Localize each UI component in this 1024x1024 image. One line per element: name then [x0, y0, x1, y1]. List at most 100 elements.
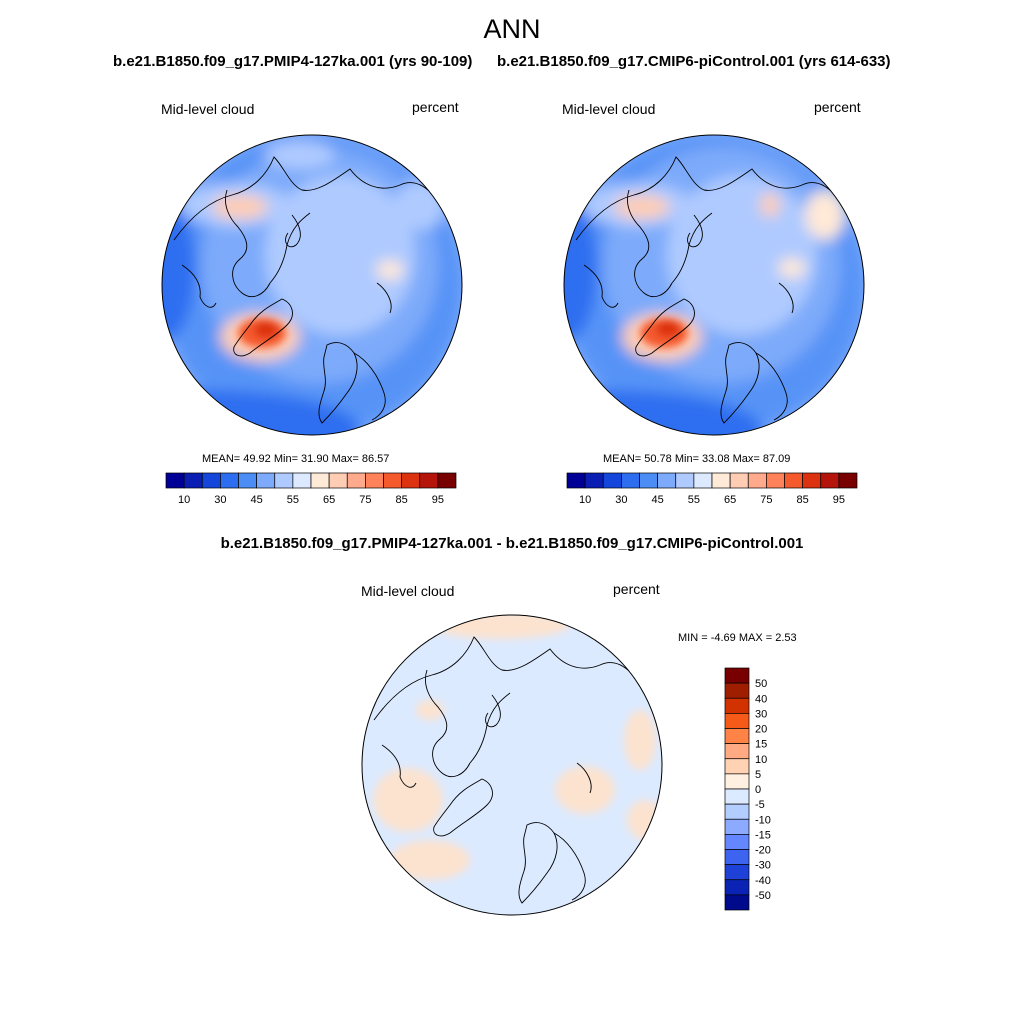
panel-2-colorbar-label: 45: [652, 494, 664, 506]
panel-1-colorbar-label: 95: [432, 494, 444, 506]
difference-variable: Mid-level cloud: [361, 583, 455, 599]
panel-1-variable: Mid-level cloud: [161, 101, 255, 117]
panel-1-colorbar-swatch: [256, 472, 276, 489]
difference-stats: MIN = -4.69 MAX = 2.53: [678, 632, 797, 644]
panel-1-title: b.e21.B1850.f09_g17.PMIP4-127ka.001 (yrs…: [113, 53, 473, 70]
difference-colorbar-swatch: [724, 743, 750, 760]
difference-colorbar-label: 30: [755, 708, 767, 720]
panel-1-colorbar-swatch: [383, 472, 402, 489]
panel-2-colorbar-swatch: [729, 472, 749, 489]
panel-2-colorbar-swatch: [657, 472, 677, 489]
difference-colorbar-swatch: [724, 788, 750, 805]
panel-2-colorbar-label: 55: [688, 494, 700, 506]
difference-colorbar-swatch: [724, 758, 750, 775]
panel-2-colorbar-swatch: [602, 472, 622, 489]
panel-1-colorbar-swatch: [220, 472, 239, 489]
panel-2-colorbar-swatch: [766, 472, 785, 489]
difference-colorbar-swatch: [724, 818, 750, 835]
panel-1-colorbar-label: 85: [396, 494, 408, 506]
difference-colorbar-swatch: [724, 713, 750, 729]
difference-colorbar-label: -5: [755, 799, 765, 811]
difference-colorbar-label: 50: [755, 678, 767, 690]
panel-2-colorbar-label: 95: [833, 494, 845, 506]
panel-2-map: [564, 135, 864, 435]
panel-1-colorbar-swatch: [328, 472, 348, 489]
panel-2-map-border: [563, 134, 865, 436]
difference-colorbar-label: -40: [755, 875, 771, 887]
panel-1-colorbar-label: 55: [287, 494, 299, 506]
panel-1-colorbar-swatch: [238, 472, 257, 489]
panel-2-variable: Mid-level cloud: [562, 101, 656, 117]
panel-1-colorbar-swatch: [346, 472, 366, 489]
panel-1-map-border: [161, 134, 463, 436]
panel-2-colorbar: 10 30 45 55 65 75 85 95: [566, 472, 858, 506]
panel-1-colorbar-swatch: [165, 472, 185, 489]
difference-colorbar-swatch: [724, 682, 750, 699]
difference-colorbar-label: -50: [755, 890, 771, 902]
difference-colorbar-label: 10: [755, 754, 767, 766]
panel-2-colorbar-label: 75: [760, 494, 772, 506]
difference-colorbar-swatch: [724, 728, 750, 744]
difference-colorbar-label: -20: [755, 845, 771, 857]
panel-2-colorbar-swatch: [566, 472, 586, 489]
difference-map-border: [361, 614, 663, 916]
panel-1-colorbar-swatch: [310, 472, 330, 489]
difference-colorbar-label: 20: [755, 724, 767, 736]
panel-2-colorbar-label: 30: [615, 494, 627, 506]
difference-colorbar-label: 5: [755, 769, 761, 781]
difference-map: [362, 615, 662, 915]
panel-2-colorbar-swatch: [675, 472, 695, 489]
panel-1-colorbar-label: 65: [323, 494, 335, 506]
panel-2-colorbar-label: 65: [724, 494, 736, 506]
difference-colorbar-swatch: [724, 667, 750, 684]
panel-1-colorbar-swatch: [419, 472, 439, 489]
difference-colorbar-label: -30: [755, 860, 771, 872]
difference-colorbar-label: 40: [755, 693, 767, 705]
difference-colorbar-label: -10: [755, 814, 771, 826]
difference-colorbar-label: 0: [755, 784, 761, 796]
panel-1-stats: MEAN= 49.92 Min= 31.90 Max= 86.57: [202, 453, 390, 465]
panel-1-colorbar-label: 45: [251, 494, 263, 506]
panel-2-colorbar-swatch: [838, 472, 858, 489]
panel-1-colorbar-swatch: [183, 472, 203, 489]
difference-title: b.e21.B1850.f09_g17.PMIP4-127ka.001 - b.…: [220, 535, 804, 552]
panel-2-colorbar-swatch: [802, 472, 822, 489]
panel-2-colorbar-swatch: [820, 472, 840, 489]
panel-2-colorbar-label: 85: [797, 494, 809, 506]
difference-colorbar-swatch: [724, 879, 750, 896]
panel-1-colorbar-label: 75: [359, 494, 371, 506]
panel-2-stats: MEAN= 50.78 Min= 33.08 Max= 87.09: [603, 453, 791, 465]
panel-1-colorbar-swatch: [201, 472, 221, 489]
panel-2-colorbar-swatch: [584, 472, 604, 489]
panel-1-colorbar-swatch: [365, 472, 384, 489]
difference-colorbar-label: 15: [755, 739, 767, 751]
panel-1-colorbar-swatch: [274, 472, 294, 489]
panel-1-colorbar-swatch: [292, 472, 312, 489]
panel-2-colorbar-swatch: [639, 472, 658, 489]
panel-1-colorbar-swatch: [401, 472, 421, 489]
panel-2-colorbar-swatch: [621, 472, 640, 489]
panel-1-colorbar: 10 30 45 55 65 75 85 95: [165, 472, 457, 506]
panel-1-colorbar-swatch: [437, 472, 457, 489]
panel-2-colorbar-swatch: [693, 472, 713, 489]
panel-2-colorbar-label: 10: [579, 494, 591, 506]
difference-colorbar-swatch: [724, 697, 750, 714]
panel-2-units: percent: [814, 99, 861, 115]
panel-1-colorbar-label: 10: [178, 494, 190, 506]
difference-colorbar-swatch: [724, 849, 750, 865]
difference-colorbar-swatch: [724, 894, 750, 911]
panel-2-title: b.e21.B1850.f09_g17.CMIP6-piControl.001 …: [497, 53, 891, 70]
panel-2-colorbar-swatch: [784, 472, 803, 489]
difference-colorbar-label: -15: [755, 829, 771, 841]
difference-colorbar-swatch: [724, 864, 750, 881]
difference-colorbar-swatch: [724, 803, 750, 820]
panel-1-map: [162, 135, 462, 435]
panel-1-units: percent: [412, 99, 459, 115]
difference-units: percent: [613, 581, 660, 597]
panel-1-colorbar-label: 30: [214, 494, 226, 506]
difference-colorbar-swatch: [724, 773, 750, 790]
panel-2-colorbar-swatch: [711, 472, 731, 489]
season-title: ANN: [483, 14, 541, 44]
